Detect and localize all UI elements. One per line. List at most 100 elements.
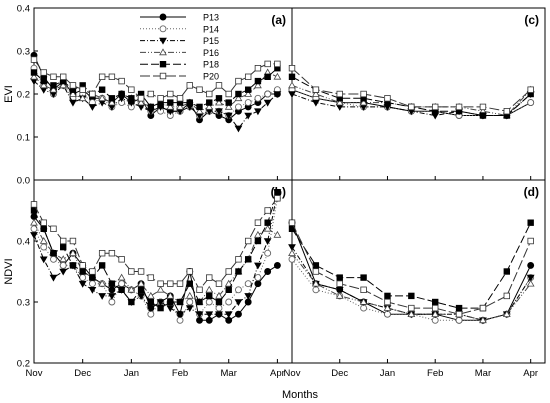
data-point-p15 (205, 311, 214, 319)
data-point-p18 (147, 298, 155, 306)
data-point-p20 (40, 219, 47, 226)
x-tick-label: Jan (380, 368, 395, 379)
data-point-p14 (235, 286, 242, 294)
data-point-p20 (137, 95, 145, 102)
data-point-p16 (273, 72, 282, 80)
data-point-p15 (49, 274, 58, 282)
y-tick-label: 0.2 (17, 359, 30, 370)
x-tick-label: Jan (124, 368, 139, 379)
data-point-p18 (206, 292, 213, 300)
data-point-p18 (206, 99, 213, 106)
data-point-p18 (274, 188, 281, 196)
data-point-p18 (69, 262, 77, 269)
y-tick-label: 0.1 (17, 133, 30, 144)
data-point-p16 (224, 279, 233, 287)
y-tick-label: 0.4 (17, 4, 30, 15)
data-point-p20 (50, 225, 57, 232)
data-point-p18 (235, 90, 242, 98)
y-tick-label: 0.2 (17, 90, 30, 101)
data-point-p15 (88, 104, 97, 111)
data-point-p15 (224, 112, 233, 120)
data-point-p20 (235, 256, 242, 263)
data-point-p18 (527, 219, 534, 226)
data-point-p18 (215, 298, 223, 306)
data-point-p15 (263, 99, 272, 107)
panel-label: (d) (524, 185, 539, 199)
data-point-p16 (526, 279, 535, 287)
data-point-p16 (244, 89, 253, 97)
data-point-p18 (137, 286, 145, 293)
data-point-p20 (479, 304, 487, 312)
data-point-p14 (225, 298, 233, 306)
data-point-p20 (69, 82, 77, 89)
y-axis-title: EVI (3, 85, 15, 103)
series-p20 (30, 56, 281, 102)
data-point-p14 (215, 304, 223, 312)
data-point-p20 (408, 103, 415, 111)
data-point-p16 (59, 81, 68, 89)
data-point-p14 (59, 261, 67, 269)
series-line-p20 (33, 197, 278, 291)
data-point-p15 (107, 293, 116, 300)
data-point-p20 (186, 268, 193, 275)
data-point-p18 (128, 95, 135, 102)
data-point-p20 (60, 73, 67, 80)
x-tick-label: Nov (26, 368, 43, 379)
data-point-p20 (408, 304, 415, 312)
x-tick-label: Nov (284, 368, 301, 379)
data-point-p20 (360, 90, 367, 98)
data-point-p18 (118, 286, 125, 293)
data-point-p20 (215, 82, 223, 89)
data-point-p16 (39, 81, 48, 89)
data-point-p16 (30, 218, 38, 226)
data-point-p16 (137, 279, 145, 287)
data-point-p20 (108, 73, 116, 80)
data-point-p18 (408, 292, 415, 300)
data-point-p18 (167, 99, 174, 106)
data-point-p16 (59, 255, 68, 263)
data-point-p20 (432, 103, 439, 111)
y-tick-label: 0.3 (17, 47, 30, 58)
data-point-p20 (274, 60, 281, 68)
y-tick-label: 0.4 (17, 237, 30, 248)
x-tick-label: Mar (221, 368, 237, 379)
data-point-p20 (167, 90, 174, 98)
data-point-p16 (205, 285, 214, 293)
y-tick-label: 0.3 (17, 298, 30, 309)
series-line-p16 (291, 252, 532, 321)
data-point-p20 (186, 82, 193, 89)
data-point-p16 (107, 98, 116, 106)
data-point-p18 (30, 69, 38, 76)
x-tick-label: Dec (331, 368, 348, 379)
data-point-p16 (288, 249, 296, 257)
data-point-p18 (254, 77, 262, 85)
data-point-p18 (50, 82, 57, 89)
data-point-p20 (254, 65, 262, 72)
data-point-p15 (254, 108, 262, 116)
data-point-p13 (527, 261, 535, 269)
data-point-p18 (98, 86, 106, 93)
data-point-p18 (384, 292, 391, 300)
series-p20 (288, 65, 534, 115)
data-point-p18 (108, 280, 116, 287)
data-point-p18 (479, 112, 487, 119)
data-point-p20 (89, 90, 96, 98)
data-point-p18 (432, 298, 439, 306)
data-point-p16 (205, 102, 214, 110)
data-point-p15 (215, 311, 223, 319)
data-point-p16 (176, 102, 184, 110)
series-p18 (30, 188, 281, 312)
data-point-p18 (288, 73, 296, 80)
x-axis-title: Months (282, 389, 319, 401)
legend-marker-p15 (159, 37, 167, 45)
data-point-p16 (69, 89, 77, 97)
data-point-p20 (312, 268, 320, 275)
data-point-p18 (157, 304, 164, 312)
data-point-p16 (479, 316, 487, 324)
data-point-p20 (288, 65, 296, 72)
legend-marker-p13 (159, 13, 167, 21)
data-point-p18 (147, 103, 155, 111)
